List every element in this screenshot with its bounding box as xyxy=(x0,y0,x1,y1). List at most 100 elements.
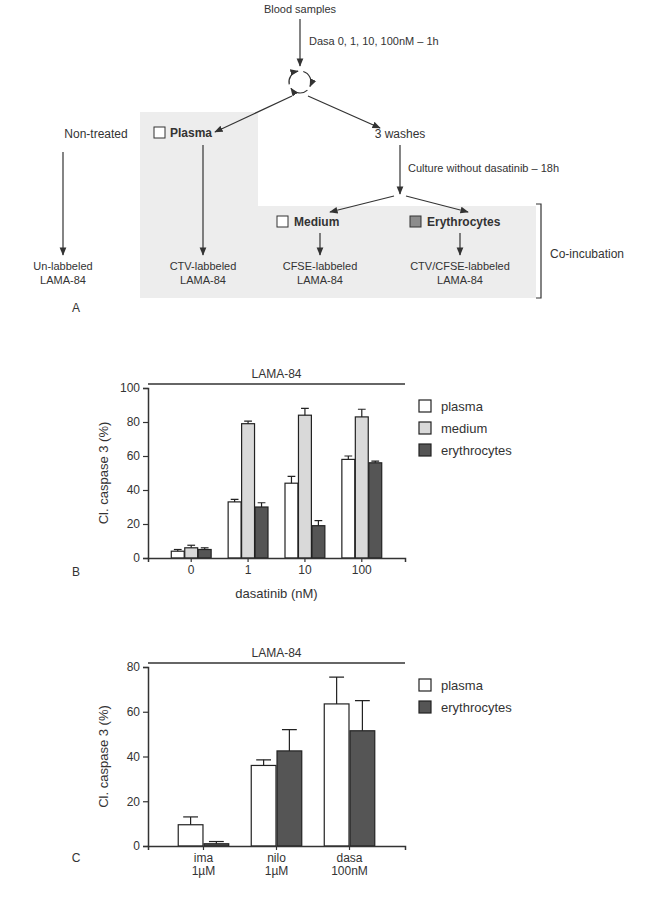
axis-line xyxy=(143,668,149,847)
axis-line xyxy=(143,389,149,559)
tick-mark xyxy=(143,801,148,802)
legend-swatch xyxy=(154,127,165,138)
error-whisker xyxy=(318,521,319,526)
tick: 0 xyxy=(188,558,195,577)
tick-label: 80 xyxy=(127,415,141,429)
panel-label: A xyxy=(72,301,80,315)
label: LAMA-84 xyxy=(40,274,86,286)
shaded-area xyxy=(140,112,258,298)
error-bar xyxy=(174,550,182,552)
chart-title: LAMA-84 xyxy=(251,367,301,381)
tick-mark xyxy=(143,524,148,525)
tick: ima1µM xyxy=(192,846,216,878)
tick-mark xyxy=(143,388,148,389)
error-whisker xyxy=(304,408,305,415)
tick: 40 xyxy=(127,483,148,497)
series xyxy=(204,701,375,846)
bar xyxy=(198,550,211,559)
label: CTV/CFSE-labbeled xyxy=(410,260,510,272)
series xyxy=(185,408,369,558)
tick-mark xyxy=(143,490,148,491)
error-whisker xyxy=(361,409,362,417)
error-cap xyxy=(355,700,370,701)
tick-mark xyxy=(276,846,277,850)
tick-mark xyxy=(143,712,148,713)
error-cap xyxy=(371,461,379,462)
tick: 10 xyxy=(298,558,312,577)
title-line xyxy=(148,662,405,664)
bar xyxy=(255,507,268,558)
tick-mark xyxy=(304,558,305,562)
chart-title: LAMA-84 xyxy=(251,646,301,660)
error-cap xyxy=(258,502,266,503)
error-cap xyxy=(329,676,344,677)
error-cap xyxy=(301,408,309,409)
error-bar xyxy=(209,842,224,844)
arrow xyxy=(399,145,400,194)
tick-label: 10 xyxy=(298,563,312,577)
bar xyxy=(342,459,355,558)
mix-icon xyxy=(289,71,311,93)
x-axis: 0110100 xyxy=(149,558,406,577)
error-bar xyxy=(231,499,239,502)
error-cap xyxy=(358,409,366,410)
bar xyxy=(251,765,276,846)
error-bar xyxy=(288,476,296,483)
tick: 80 xyxy=(127,660,148,674)
error-cap xyxy=(256,759,271,760)
chart: LAMA-84020406080ima1µMnilo1µMdasa100nMCl… xyxy=(72,646,513,878)
label: Medium xyxy=(294,215,339,229)
figure: Blood samplesDasa 0, 1, 10, 100nM – 1hNo… xyxy=(0,0,651,900)
error-bar xyxy=(282,730,297,751)
label: 3 washes xyxy=(375,127,426,141)
arrow xyxy=(291,88,307,93)
tick: 60 xyxy=(127,705,148,719)
tick-label: 100 xyxy=(120,381,140,395)
bar xyxy=(171,551,184,558)
error-whisker xyxy=(261,503,262,507)
y-axis-title: Cl. caspase 3 (%) xyxy=(96,422,111,525)
bar xyxy=(355,417,368,558)
label: Dasa 0, 1, 10, 100nM – 1h xyxy=(309,35,439,47)
bracket xyxy=(536,204,541,298)
panel-label: C xyxy=(72,851,81,865)
tick-mark xyxy=(143,667,148,668)
panel-a: Blood samplesDasa 0, 1, 10, 100nM – 1hNo… xyxy=(33,3,624,315)
chart: LAMA-840204060801000110100Cl. caspase 3 … xyxy=(72,367,512,601)
error-bar xyxy=(244,421,252,424)
legend-swatch xyxy=(419,701,431,713)
error-cap xyxy=(201,547,209,548)
legend-swatch xyxy=(419,679,431,691)
arrow xyxy=(215,96,292,132)
error-bar xyxy=(301,408,309,415)
arrow xyxy=(319,233,320,255)
tick: nilo1µM xyxy=(265,846,289,878)
tick-mark xyxy=(349,846,350,850)
label: LAMA-84 xyxy=(437,274,483,286)
error-whisker xyxy=(190,817,191,825)
tick-mark xyxy=(143,756,148,757)
tick-label: 20 xyxy=(127,795,141,809)
tick-label: 80 xyxy=(127,660,141,674)
error-bar xyxy=(256,760,271,766)
error-whisker xyxy=(291,476,292,483)
error-bar xyxy=(355,701,370,731)
legend-label: erythrocytes xyxy=(441,700,512,715)
error-bar xyxy=(371,461,379,463)
tick: 60 xyxy=(127,449,148,463)
tick-mark xyxy=(143,558,148,559)
tick-label: ima1µM xyxy=(192,851,216,879)
series xyxy=(198,461,382,558)
series xyxy=(171,456,355,558)
tick-label: 0 xyxy=(133,551,140,565)
legend-label: plasma xyxy=(441,399,484,414)
arrow xyxy=(299,19,300,66)
label: Erythrocytes xyxy=(427,215,501,229)
error-whisker xyxy=(336,677,337,704)
y-axis-title: Cl. caspase 3 (%) xyxy=(96,705,111,808)
arrow xyxy=(202,145,203,255)
tick-mark xyxy=(203,846,204,850)
error-bar xyxy=(344,456,352,459)
tick: 1 xyxy=(245,558,252,577)
tick-mark xyxy=(191,558,192,562)
